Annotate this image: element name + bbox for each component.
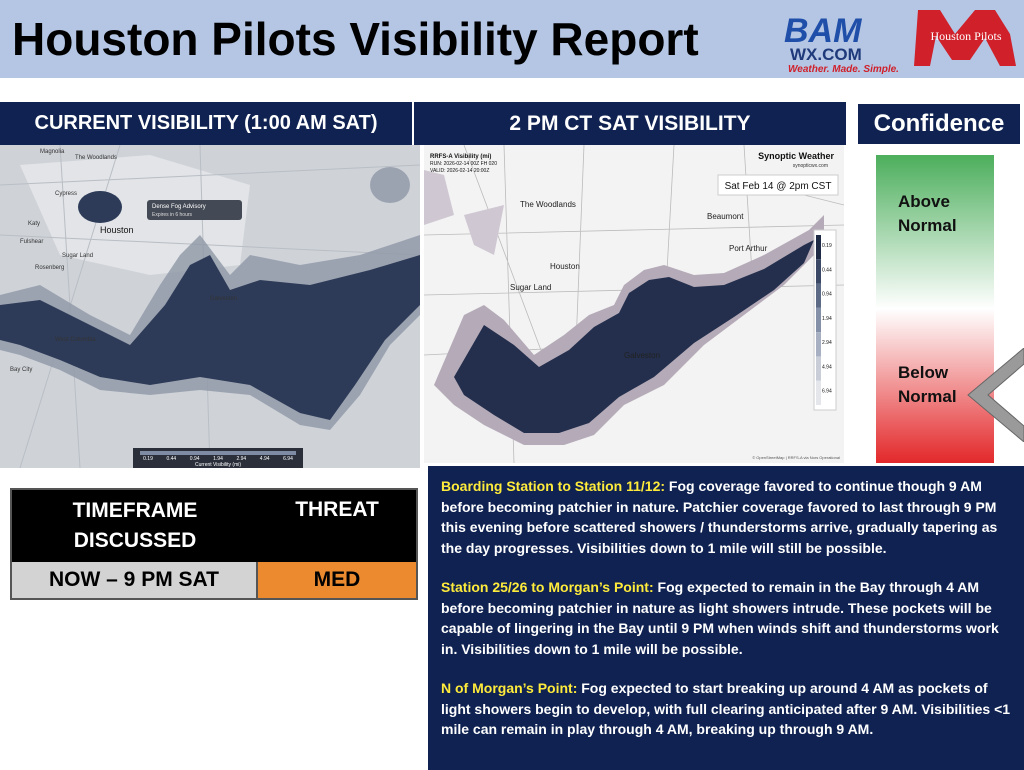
- valid-label: VALID: 2026-02-14 20:00Z: [430, 168, 489, 174]
- model-label: RRFS-A Visibility (mi): [430, 154, 491, 160]
- discussion-paragraph: Boarding Station to Station 11/12: Fog c…: [441, 476, 1018, 558]
- threat-level: MED: [258, 562, 416, 598]
- title: Houston Pilots Visibility Report: [12, 13, 699, 65]
- panel-title: 2 PM CT SAT VISIBILITY: [414, 102, 846, 145]
- legend-swatch: [816, 380, 821, 405]
- legend-tick: 4.94: [822, 364, 832, 370]
- legend-swatch: [816, 283, 821, 308]
- confidence-title: Confidence: [858, 104, 1020, 144]
- threat-table: TIMEFRAME DISCUSSED THREAT NOW – 9 PM SA…: [10, 488, 418, 600]
- map-label: Cypress: [55, 191, 77, 197]
- paragraph-heading: Station 25/26 to Morgan’s Point:: [441, 579, 654, 595]
- bam-site: WX.COM: [790, 45, 862, 64]
- current-map: Magnolia The Woodlands Cypress Houston Katy F…: [0, 145, 420, 468]
- credit: © OpenStreetMap | RRFS-A via Nors Operat…: [752, 455, 840, 460]
- pilots-name: Houston Pilots: [930, 29, 1001, 43]
- discussion: Boarding Station to Station 11/12: Fog c…: [428, 466, 1024, 770]
- legend-swatch: [816, 332, 821, 357]
- legend-tick: 2.94: [236, 456, 246, 462]
- below-label: Below Normal: [898, 363, 957, 406]
- legend-tick: 0.94: [190, 456, 200, 462]
- legend-tick: 1.94: [822, 316, 832, 322]
- bam-tagline: Weather. Made. Simple.: [788, 64, 899, 75]
- bam-logo: BAM: [784, 12, 862, 50]
- map-label: West Columbia: [55, 337, 96, 343]
- map-label: Sugar Land: [510, 283, 551, 292]
- map-label: Beaumont: [707, 212, 744, 221]
- legend-tick: 0.94: [822, 292, 832, 298]
- brand-site: synopticwx.com: [793, 163, 828, 169]
- discussion-paragraph: N of Morgan’s Point: Fog expected to sta…: [441, 678, 1018, 740]
- map-label: Rosenberg: [35, 265, 64, 271]
- map-label: Galveston: [210, 296, 237, 302]
- legend-tick: 4.94: [260, 456, 270, 462]
- timestamp: Sat Feb 14 @ 2pm CST: [725, 181, 832, 192]
- timeframe: NOW – 9 PM SAT: [12, 562, 258, 598]
- map-label: Houston: [550, 262, 580, 271]
- table-header: THREAT: [258, 490, 416, 562]
- logos: BAM WX.COM Weather. Made. Simple. Housto…: [784, 10, 1016, 75]
- map-label: Port Arthur: [729, 244, 768, 253]
- discussion-paragraph: Station 25/26 to Morgan’s Point: Fog exp…: [441, 577, 1018, 659]
- forecast-map: The Woodlands Beaumont Port Arthur Houston S…: [424, 145, 844, 463]
- paragraph-heading: N of Morgan’s Point:: [441, 680, 578, 696]
- map-label: Katy: [28, 221, 40, 227]
- map-labels: Magnolia The Woodlands Cypress Houston Katy F…: [10, 149, 237, 373]
- paragraph-text: Fog expected to remain in the Bay throug…: [441, 579, 999, 657]
- map-label: Galveston: [624, 351, 660, 360]
- legend-tick: 2.94: [822, 340, 832, 346]
- legend-tick: 6.94: [822, 389, 832, 395]
- map-label: Fulshear: [20, 239, 43, 245]
- legend-tick: 0.19: [822, 243, 832, 249]
- legend-tick: 0.44: [166, 456, 176, 462]
- legend-swatch: [816, 356, 821, 381]
- paragraph-text: Fog expected to start breaking up around…: [441, 680, 1011, 737]
- map-label: Bay City: [10, 367, 32, 373]
- pilots-mark: [914, 10, 1016, 66]
- confidence-scale: Above Normal Below Normal: [876, 155, 994, 463]
- legend-tick: 0.19: [143, 456, 153, 462]
- map-label: Houston: [100, 225, 134, 235]
- advisory: Expires in 6 hours: [152, 212, 193, 218]
- confidence-pointer: [967, 348, 1024, 442]
- legend-tick: 6.94: [283, 456, 293, 462]
- paragraph-heading: Boarding Station to Station 11/12:: [441, 478, 666, 494]
- brand: Synoptic Weather: [758, 151, 834, 161]
- table-header: TIMEFRAME DISCUSSED: [12, 490, 258, 562]
- advisory: Dense Fog Advisory: [152, 204, 206, 210]
- paragraph-text: Fog coverage favored to continue though …: [441, 478, 998, 556]
- run-label: RUN: 2026-02-14 00Z FH 020: [430, 161, 497, 167]
- above-label: Above Normal: [898, 192, 957, 235]
- legend-swatch: [816, 235, 821, 260]
- legend-tick: 1.94: [213, 456, 223, 462]
- map-label: The Woodlands: [520, 200, 576, 209]
- header-bar: Houston Pilots Visibility Report BAM WX.…: [0, 0, 1024, 78]
- map-label: Sugar Land: [62, 253, 93, 259]
- legend-title: Current Visibility (mi): [195, 462, 241, 468]
- map-label: Magnolia: [40, 149, 65, 155]
- legend-swatch: [816, 307, 821, 333]
- legend-tick: 0.44: [822, 267, 832, 273]
- map-label: The Woodlands: [75, 155, 117, 161]
- legend-swatch: [816, 259, 821, 284]
- panel-title: CURRENT VISIBILITY (1:00 AM SAT): [0, 102, 412, 145]
